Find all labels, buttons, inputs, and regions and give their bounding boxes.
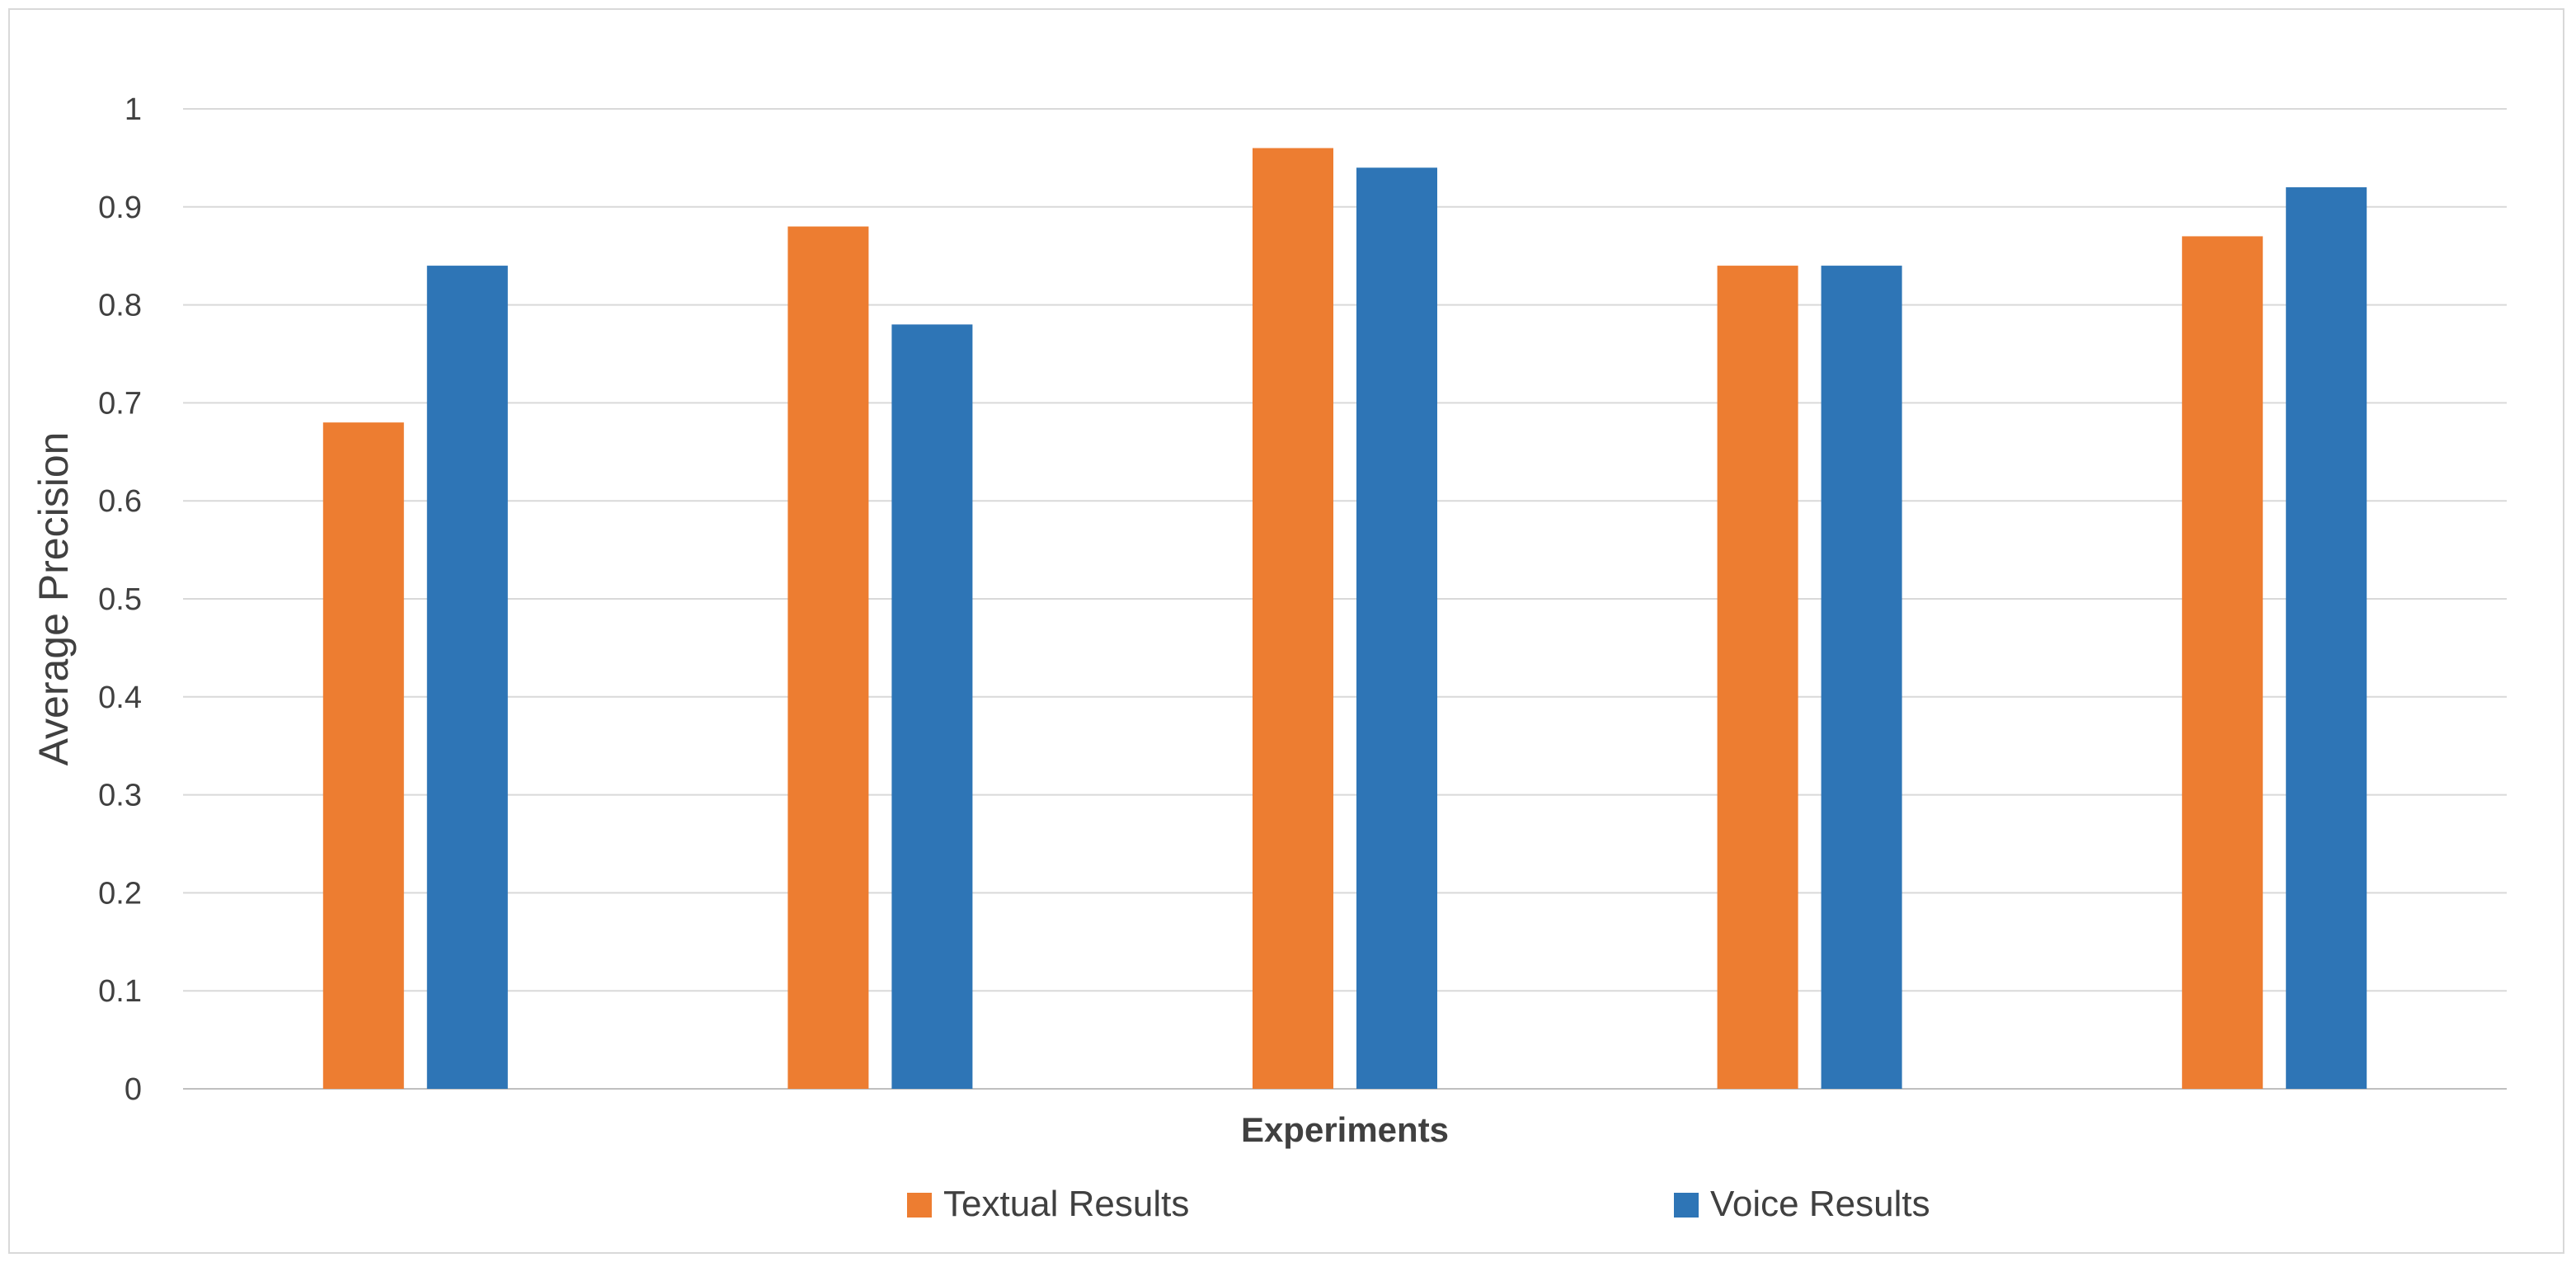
bar-voice-results-1: [426, 266, 508, 1090]
y-tick-label: 0.4: [98, 681, 142, 715]
legend-label-voice-results: Voice Results: [1710, 1184, 1930, 1224]
legend-swatch-textual-results: [907, 1193, 932, 1218]
y-tick-label: 0.8: [98, 289, 142, 323]
y-tick-label: 0.3: [98, 779, 142, 813]
y-tick-label: 1: [125, 92, 142, 127]
bars: [322, 148, 2367, 1090]
y-tick-label: 0: [125, 1072, 142, 1107]
y-tick-label: 0.1: [98, 974, 142, 1009]
bar-voice-results-3: [1356, 167, 1437, 1089]
y-axis-title: Average Precision: [31, 432, 77, 766]
bar-voice-results-4: [1821, 266, 1902, 1090]
legend: Textual Results Voice Results: [907, 1184, 1930, 1224]
y-tick-label: 0.7: [98, 386, 142, 421]
legend-label-textual-results: Textual Results: [943, 1184, 1189, 1224]
y-tick-label: 0.2: [98, 876, 142, 911]
bar-textual-results-3: [1253, 148, 1333, 1089]
y-tick-label: 0.9: [98, 191, 142, 225]
bar-textual-results-2: [787, 226, 869, 1089]
x-axis-title: Experiments: [1241, 1110, 1449, 1149]
gridlines: [183, 108, 2507, 992]
y-axis-ticks: 0 0.1 0.2 0.3 0.4 0.5 0.6 0.7 0.8 0.9 1: [98, 92, 142, 1107]
y-tick-label: 0.5: [98, 582, 142, 617]
bar-voice-results-5: [2286, 187, 2367, 1089]
y-tick-label: 0.6: [98, 484, 142, 519]
legend-swatch-voice-results: [1674, 1193, 1699, 1218]
bar-textual-results-5: [2182, 236, 2263, 1090]
bar-textual-results-4: [1717, 266, 1798, 1090]
bar-voice-results-2: [891, 324, 973, 1089]
bar-textual-results-1: [322, 422, 404, 1089]
